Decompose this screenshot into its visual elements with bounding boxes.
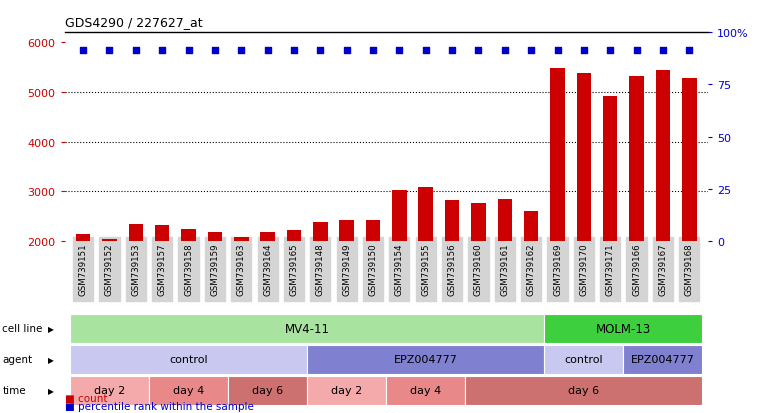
Text: ■ percentile rank within the sample: ■ percentile rank within the sample <box>65 401 253 411</box>
Bar <box>366 221 380 242</box>
Point <box>604 47 616 54</box>
Text: time: time <box>2 385 26 395</box>
Text: agent: agent <box>2 354 33 364</box>
Point <box>183 47 195 54</box>
Point <box>393 47 406 54</box>
Bar <box>682 79 696 242</box>
Point <box>262 47 274 54</box>
Text: day 2: day 2 <box>331 385 362 395</box>
Point <box>341 47 353 54</box>
Bar <box>603 97 617 242</box>
Text: day 6: day 6 <box>252 385 283 395</box>
Bar <box>339 221 354 242</box>
Point <box>419 47 431 54</box>
Bar <box>155 225 170 242</box>
Text: GDS4290 / 227627_at: GDS4290 / 227627_at <box>65 16 202 29</box>
Bar <box>577 74 591 242</box>
Point <box>103 47 116 54</box>
Bar <box>260 233 275 242</box>
Point <box>473 47 485 54</box>
Text: ▶: ▶ <box>48 324 54 333</box>
Point <box>288 47 300 54</box>
Point <box>77 47 89 54</box>
Bar <box>629 77 644 242</box>
Text: control: control <box>565 354 603 364</box>
Point <box>683 47 696 54</box>
Text: day 4: day 4 <box>173 385 204 395</box>
Point <box>130 47 142 54</box>
Text: EPZ004777: EPZ004777 <box>631 354 695 364</box>
Bar <box>550 69 565 242</box>
Point <box>525 47 537 54</box>
Text: control: control <box>169 354 208 364</box>
Bar <box>76 234 91 242</box>
Text: cell line: cell line <box>2 323 43 333</box>
Text: MOLM-13: MOLM-13 <box>596 322 651 335</box>
Bar <box>498 199 512 242</box>
Text: day 2: day 2 <box>94 385 125 395</box>
Bar <box>445 201 460 242</box>
Bar <box>208 233 222 242</box>
Point <box>630 47 642 54</box>
Point <box>367 47 379 54</box>
Bar <box>471 204 486 242</box>
Bar <box>419 188 433 242</box>
Bar <box>234 237 249 242</box>
Bar <box>524 212 538 242</box>
Text: day 6: day 6 <box>568 385 600 395</box>
Point <box>314 47 326 54</box>
Bar <box>287 231 301 242</box>
Bar <box>102 239 116 242</box>
Text: ▶: ▶ <box>48 355 54 364</box>
Point <box>235 47 247 54</box>
Point <box>657 47 669 54</box>
Bar <box>313 223 327 242</box>
Bar <box>656 71 670 242</box>
Bar <box>181 229 196 242</box>
Text: EPZ004777: EPZ004777 <box>393 354 457 364</box>
Point <box>209 47 221 54</box>
Bar <box>392 191 406 242</box>
Text: ■ count: ■ count <box>65 393 107 403</box>
Point <box>156 47 168 54</box>
Text: day 4: day 4 <box>410 385 441 395</box>
Point <box>552 47 564 54</box>
Bar <box>129 224 143 242</box>
Point <box>578 47 590 54</box>
Point <box>498 47 511 54</box>
Text: ▶: ▶ <box>48 386 54 395</box>
Point <box>446 47 458 54</box>
Text: MV4-11: MV4-11 <box>285 322 330 335</box>
